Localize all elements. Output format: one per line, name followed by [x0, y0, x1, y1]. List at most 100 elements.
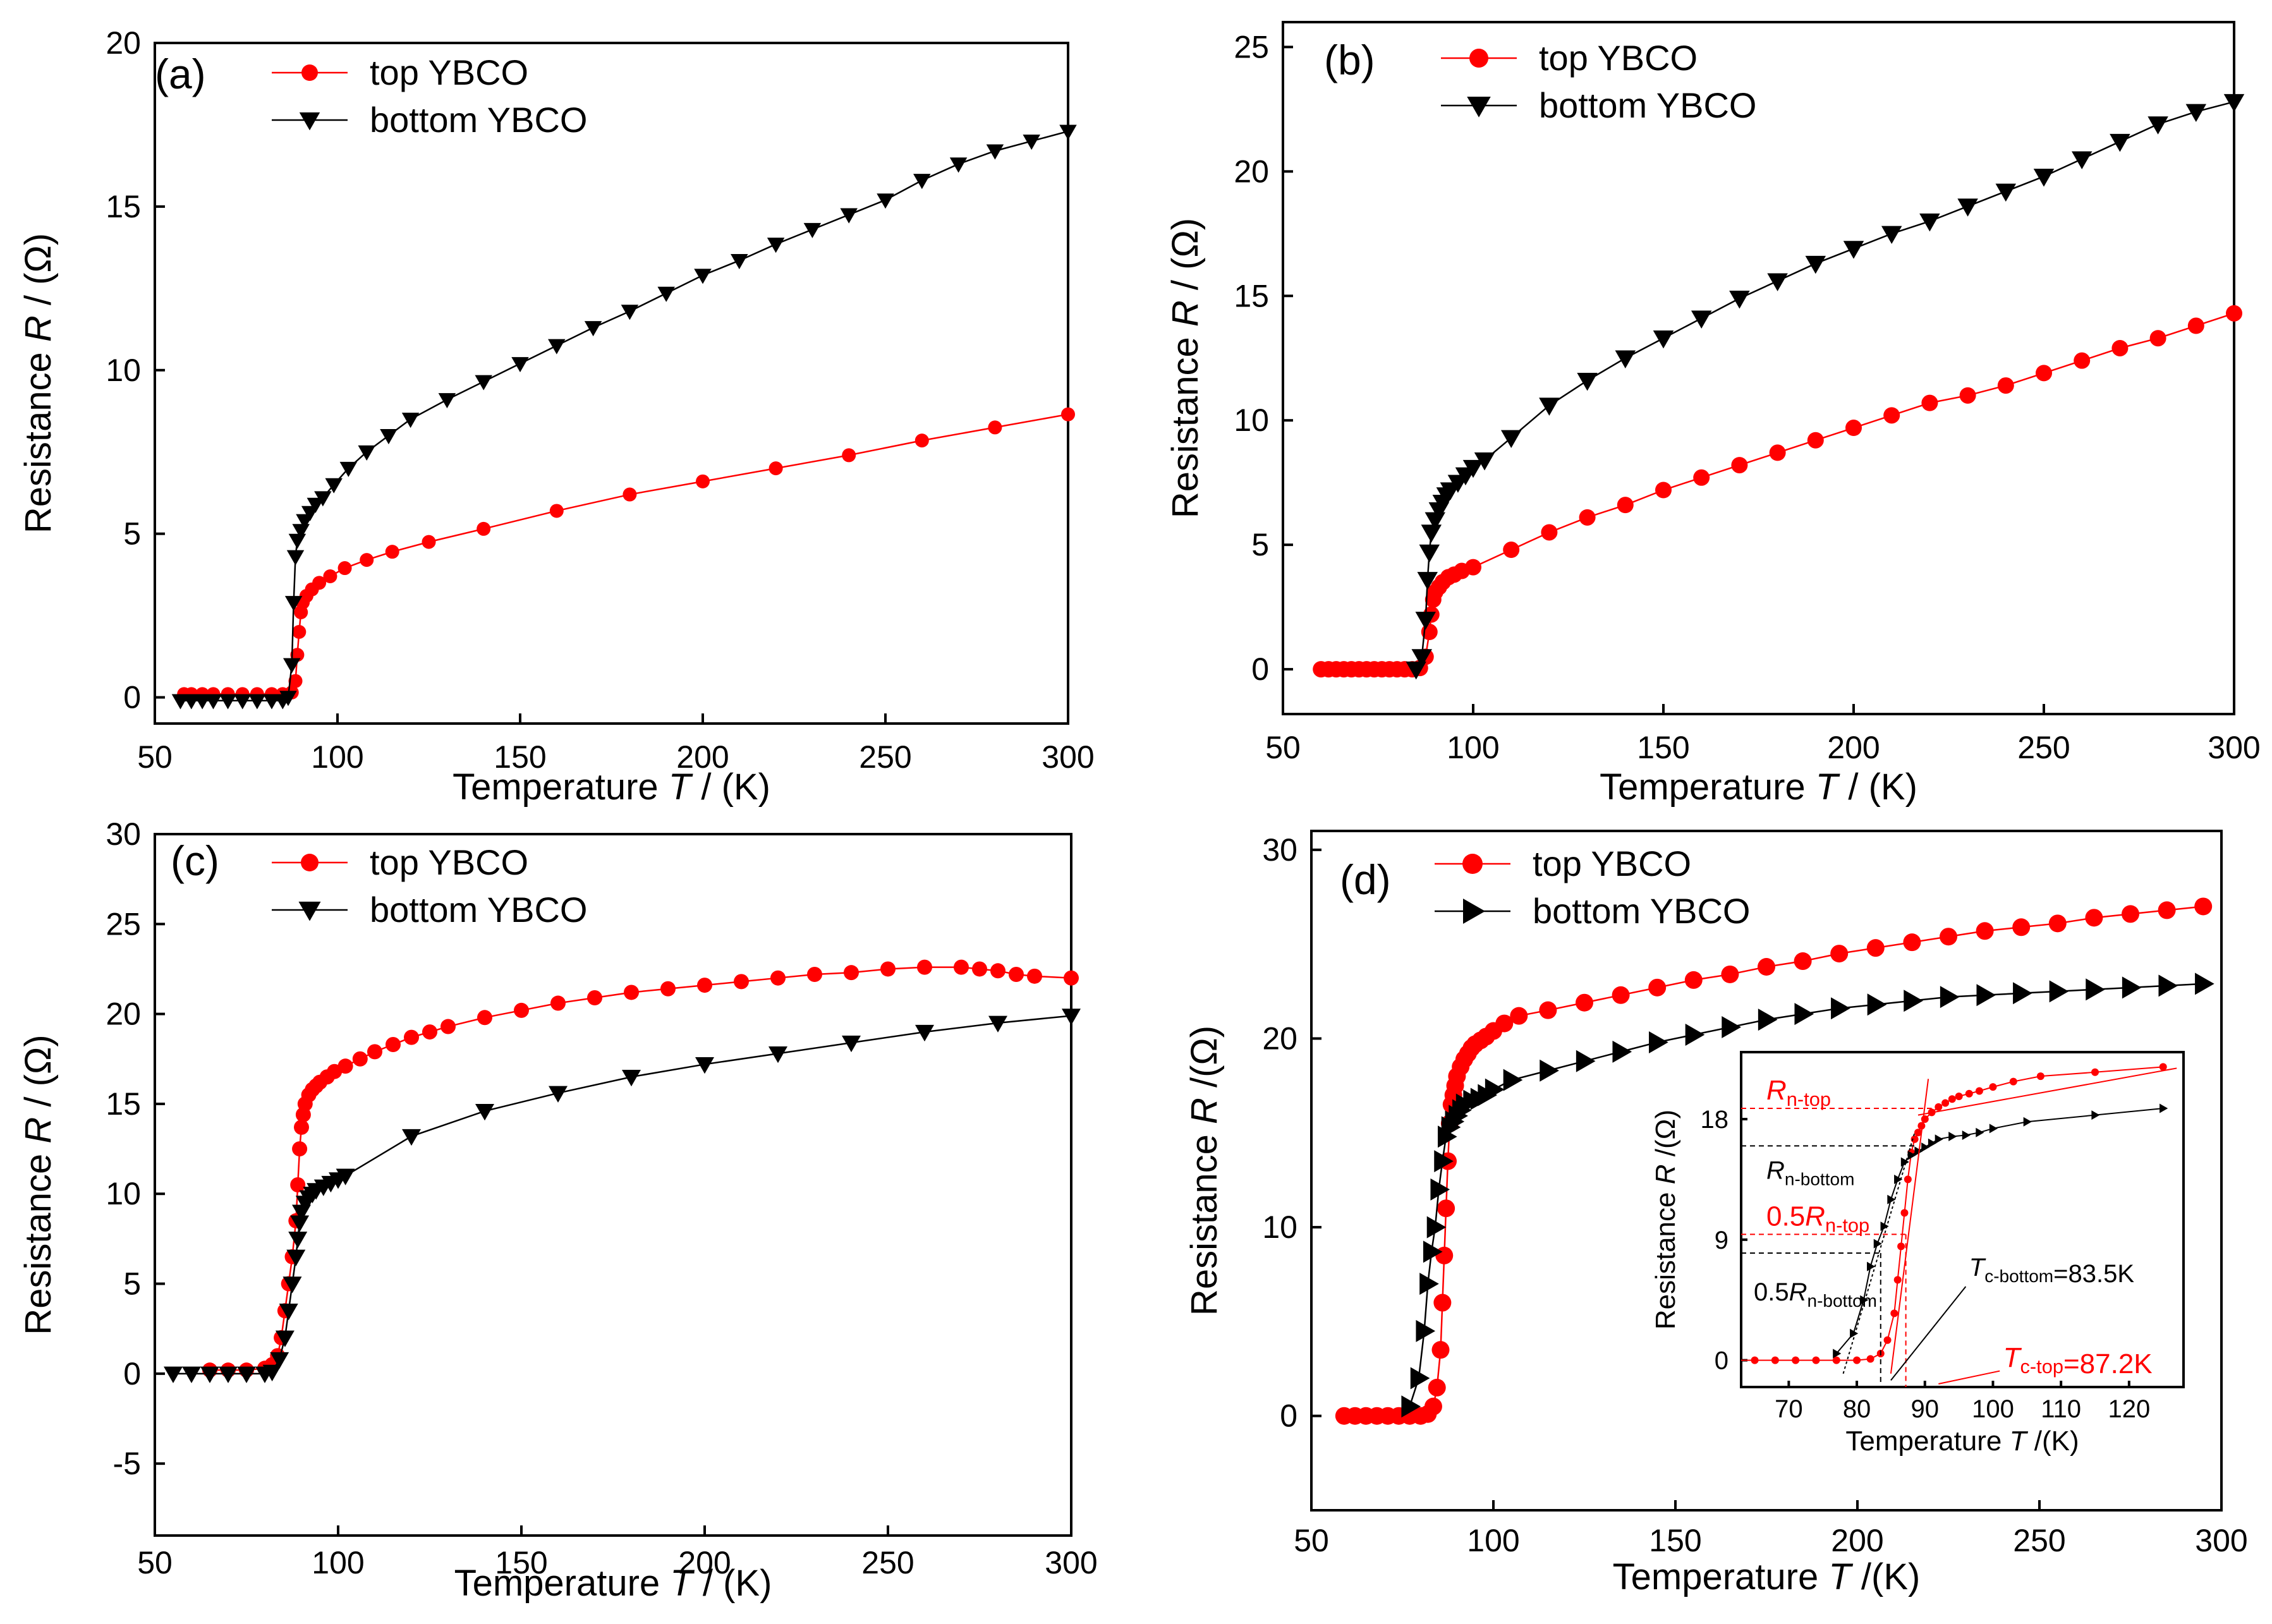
data-point: [314, 491, 332, 507]
data-point: [358, 445, 375, 461]
data-point: [1919, 213, 1940, 232]
x-tick-label: 250: [859, 739, 911, 775]
data-point: [2158, 974, 2178, 997]
inset-data-point: [1873, 1239, 1882, 1249]
data-point: [182, 1366, 201, 1383]
data-point: [1577, 373, 1598, 391]
data-point: [307, 497, 325, 513]
data-point: [183, 694, 200, 710]
y-tick-label: 30: [106, 816, 141, 852]
data-point: [1579, 509, 1596, 526]
inset-data-point: [1962, 1130, 1971, 1140]
data-point: [1805, 255, 1826, 274]
data-point: [2226, 305, 2242, 322]
inset-data-point: [2091, 1110, 2100, 1120]
data-point: [767, 238, 785, 253]
legend-entry: bottom YBCO: [1435, 891, 1750, 931]
data-point: [219, 1366, 238, 1383]
data-point: [2033, 169, 2055, 187]
data-point: [1904, 990, 1923, 1012]
data-point: [1649, 1031, 1668, 1053]
y-axis-label: Resistance R /(Ω): [1184, 1026, 1225, 1316]
data-point: [219, 694, 237, 710]
data-point: [915, 1024, 934, 1042]
series-line: [210, 966, 1072, 1371]
data-point: [1474, 452, 1495, 471]
x-tick-label: 300: [2208, 730, 2260, 765]
data-point: [438, 393, 456, 409]
data-point: [171, 694, 190, 710]
tc-top-label: Tc-top=87.2K: [2003, 1342, 2153, 1379]
panel-label: (a): [155, 51, 206, 97]
y-tick-label: 10: [106, 353, 141, 388]
data-point: [1419, 544, 1440, 563]
rn-bottom-label: Rn-bottom: [1766, 1156, 1854, 1189]
x-tick-label: 50: [137, 1545, 173, 1580]
inset-y-tick-label: 0: [1715, 1347, 1728, 1375]
data-point: [695, 1057, 714, 1074]
series-bottom: [1401, 973, 2214, 1418]
data-point: [1485, 1078, 1505, 1101]
inset-data-point: [1853, 1356, 1861, 1364]
data-point: [621, 305, 639, 320]
data-point: [2185, 104, 2207, 123]
inset-data-point: [1860, 1295, 1869, 1305]
data-point: [1465, 559, 1481, 576]
data-point: [660, 981, 676, 997]
y-tick-label: 5: [123, 1266, 141, 1302]
data-point: [336, 1168, 355, 1185]
data-point: [549, 1086, 568, 1103]
x-tick-label: 300: [1045, 1545, 1097, 1580]
data-point: [422, 1024, 437, 1040]
data-point: [1617, 497, 1634, 514]
data-point: [1831, 997, 1850, 1020]
panel-label: (d): [1340, 856, 1391, 903]
x-tick-label: 50: [137, 739, 173, 775]
data-point: [1881, 226, 1902, 245]
data-point: [1693, 469, 1710, 486]
data-point: [193, 694, 211, 710]
data-point: [1957, 198, 1978, 217]
legend-entry: top YBCO: [1435, 844, 1691, 883]
data-point: [1655, 482, 1672, 499]
data-point: [337, 561, 352, 576]
data-point: [2086, 978, 2105, 1001]
inset-data-point: [1941, 1099, 1950, 1107]
data-point: [233, 694, 252, 710]
data-point: [2149, 330, 2166, 347]
data-point: [2223, 94, 2245, 112]
data-point: [288, 533, 307, 549]
data-point: [475, 375, 492, 391]
data-point: [954, 959, 969, 975]
data-point: [284, 596, 303, 612]
inset-data-point: [1890, 1309, 1898, 1318]
y-tick-label: 15: [1234, 278, 1269, 313]
data-point: [290, 1177, 306, 1192]
data-point: [1495, 1014, 1514, 1033]
data-point: [1027, 968, 1042, 984]
inset-data-point: [1866, 1261, 1876, 1271]
data-point: [1729, 291, 1750, 309]
panel-c: 50 100 150 200 250 300 -5 0 5 10 15 20 25 30 Temperatu…: [18, 816, 1098, 1604]
data-point: [514, 1002, 529, 1018]
data-point: [1612, 986, 1630, 1004]
plot-frame: [154, 833, 1072, 1537]
inset-data-point: [2159, 1063, 2167, 1071]
inset-data-point: [1948, 1132, 1957, 1142]
data-point: [623, 487, 637, 502]
data-point: [1419, 1273, 1439, 1295]
inset-data-point: [1917, 1122, 1926, 1130]
data-point: [1434, 1150, 1454, 1173]
y-tick-label: 20: [106, 997, 141, 1032]
y-tick-label: 0: [123, 680, 141, 715]
inset-data-point: [1833, 1348, 1842, 1359]
legend-label: bottom YBCO: [370, 100, 587, 140]
inset-x-tick-label: 80: [1843, 1395, 1871, 1423]
series-top: [1335, 897, 2213, 1425]
legend-entry: top YBCO: [272, 52, 528, 92]
x-tick-label: 200: [1831, 1523, 1883, 1558]
data-point: [477, 1010, 492, 1026]
y-tick-label: 15: [106, 189, 141, 224]
data-point: [1059, 124, 1077, 140]
data-point: [587, 990, 602, 1005]
